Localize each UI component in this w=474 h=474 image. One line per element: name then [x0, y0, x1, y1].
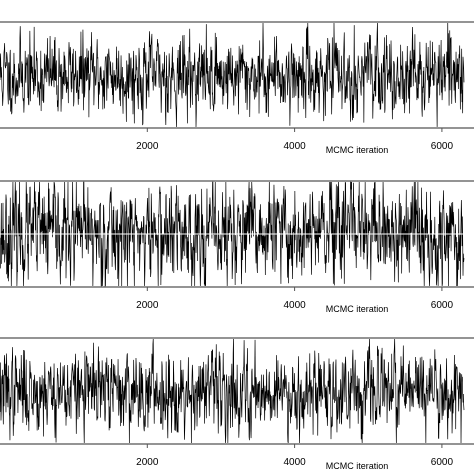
x-tick-label: 6000 — [431, 141, 454, 152]
x-axis-title: MCMC iteration — [326, 145, 389, 155]
x-tick-label: 2000 — [136, 457, 159, 468]
trace-panel-3: 2000 4000 6000 MCMC iteration — [0, 337, 474, 471]
x-tick-label: 2000 — [136, 300, 159, 311]
x-tick-label: 6000 — [431, 300, 454, 311]
x-tick-label: 4000 — [283, 457, 306, 468]
mcmc-trace-line-1 — [0, 181, 465, 287]
x-tick-label: 2000 — [136, 141, 159, 152]
trace-panel-1: 2000 4000 6000 MCMC iteration — [0, 21, 474, 155]
x-tick-label: 4000 — [283, 141, 306, 152]
mcmc-trace-line-1 — [0, 23, 465, 127]
x-tick-label: 4000 — [283, 300, 306, 311]
x-tick-label: 6000 — [431, 457, 454, 468]
x-axis-title: MCMC iteration — [326, 461, 389, 471]
x-axis-title: MCMC iteration — [326, 304, 389, 314]
mcmc-trace-line-1 — [0, 339, 465, 444]
trace-panel-2: 2000 4000 6000 MCMC iteration — [0, 180, 474, 314]
